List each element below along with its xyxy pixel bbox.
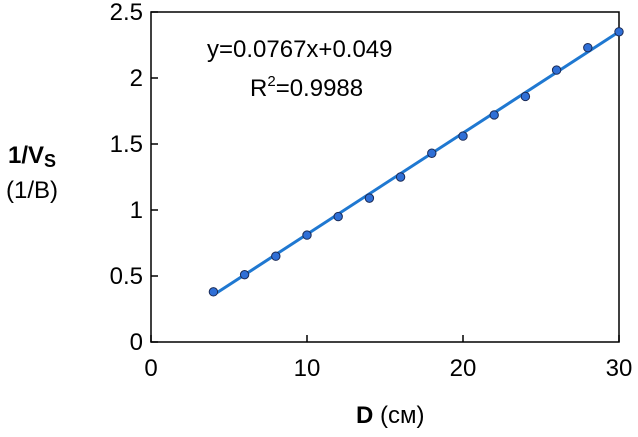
plot-area-frame <box>150 11 620 343</box>
x-tick-label: 0 <box>144 355 157 382</box>
y-tick-label: 2 <box>130 65 143 92</box>
y-axis-title-main: 1/V <box>8 142 44 169</box>
y-axis-title: 1/VS <box>8 142 56 171</box>
x-tick-label: 20 <box>450 355 477 382</box>
data-point <box>551 65 562 75</box>
r-squared: R2=0.9988 <box>250 73 363 102</box>
data-points <box>208 27 624 297</box>
y-tick-label: 0.5 <box>110 263 143 290</box>
x-axis-ticks: 0 10 20 30 <box>144 335 632 382</box>
data-point <box>583 42 593 53</box>
data-point <box>239 269 250 280</box>
trendline-group <box>212 30 620 297</box>
y-axis-ticks: 0 0.5 1 1.5 2 2.5 <box>110 0 158 356</box>
data-point <box>395 172 406 182</box>
data-point <box>271 251 281 261</box>
x-axis-title: D (см) <box>356 402 425 429</box>
y-axis-unit: (1/B) <box>6 177 58 204</box>
data-point <box>208 287 219 297</box>
x-tick-label: 30 <box>606 355 633 382</box>
data-point <box>333 211 343 222</box>
data-point <box>302 230 312 240</box>
x-axis-title-unit: (см) <box>373 402 424 429</box>
r-squared-superscript: 2 <box>267 73 275 90</box>
r-squared-prefix: R <box>250 75 267 102</box>
y-tick-label: 2.5 <box>110 0 143 26</box>
trendline <box>212 30 620 297</box>
data-point <box>520 91 531 102</box>
y-axis-title-subscript: S <box>44 151 56 171</box>
y-tick-label: 1 <box>130 197 143 224</box>
y-tick-label: 1.5 <box>110 131 143 158</box>
y-tick-label: 0 <box>130 329 143 356</box>
data-point <box>489 110 499 120</box>
data-point <box>614 27 624 37</box>
fit-equation: y=0.0767x+0.049 <box>207 36 393 63</box>
data-point <box>458 131 468 141</box>
data-point <box>427 148 437 158</box>
data-point <box>364 193 375 203</box>
x-tick-label: 10 <box>294 355 321 382</box>
x-axis-title-main: D <box>356 402 373 429</box>
r-squared-value: =0.9988 <box>276 75 363 102</box>
